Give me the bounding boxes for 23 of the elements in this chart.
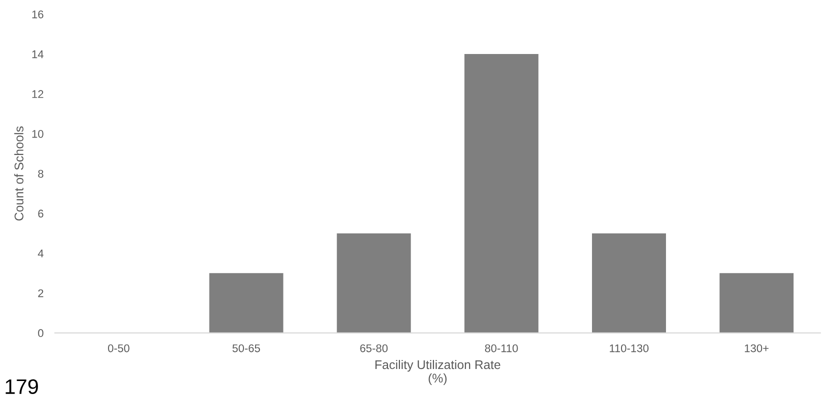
bar (464, 54, 538, 333)
bar (720, 273, 794, 333)
x-tick-label: 80-110 (485, 344, 518, 352)
bar (336, 233, 411, 333)
x-tick-label: 65-80 (360, 344, 388, 352)
y-tick-label: 12 (32, 90, 44, 98)
x-tick-label: 0-50 (108, 344, 130, 352)
x-tick-label: 50-65 (232, 344, 260, 352)
y-tick-label: 2 (38, 289, 44, 298)
x-axis-title: Facility Utilization Rate (%) (375, 360, 500, 386)
bar (209, 273, 284, 333)
bar (592, 233, 666, 333)
y-tick-label: 10 (32, 130, 44, 138)
x-tick-label: 130+ (744, 344, 769, 352)
y-tick-label: 14 (32, 50, 44, 58)
y-tick-label: 8 (38, 170, 44, 178)
y-axis-title: Count of Schools (14, 126, 24, 221)
text: 179 (6, 379, 38, 394)
y-tick-label: 16 (32, 10, 44, 18)
x-tick-label: 110-130 (610, 344, 649, 352)
y-tick-label: 6 (38, 210, 44, 218)
y-tick-label: 4 (38, 250, 44, 258)
y-tick-label: 0 (38, 329, 44, 338)
